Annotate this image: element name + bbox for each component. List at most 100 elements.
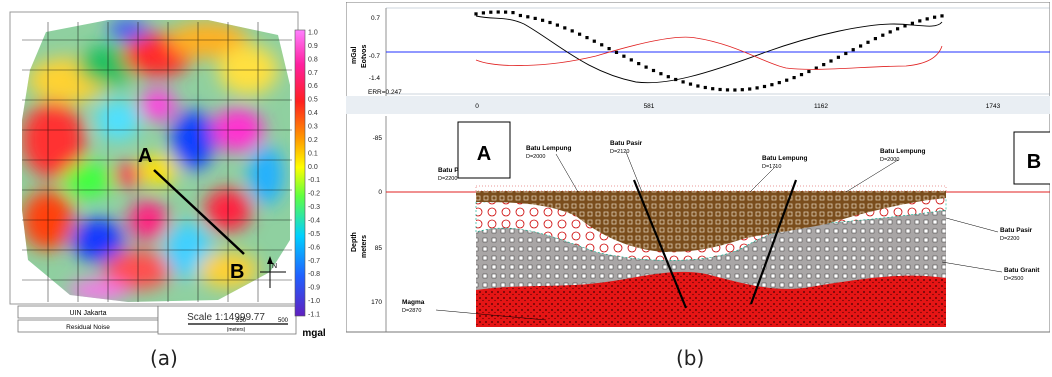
colorbar-ticks: 1.0 0.9 0.8 0.7 0.6 0.5 0.4 0.3 0.2 0.1 0.0 -0.1 -0.… <box>308 30 320 319</box>
observed-point <box>474 12 478 16</box>
profile-point-a: A <box>477 143 491 165</box>
observed-gravity-points <box>474 10 944 92</box>
density-magma: D=2870 <box>402 308 421 314</box>
observed-point <box>866 40 870 44</box>
observed-point <box>851 48 855 52</box>
caption-a: (a) <box>150 346 178 370</box>
colorbar-tick-label: 0.2 <box>308 137 318 144</box>
distance-axis-bar <box>346 96 1050 114</box>
observed-point <box>792 76 796 80</box>
colorbar-tick-label: -0.5 <box>308 231 320 238</box>
residual-anomaly-map: A B N UIN Jakarta Residual Noise Scale 1… <box>9 11 299 335</box>
observed-point <box>592 39 596 43</box>
density-sand-left: D=2200 <box>438 176 457 182</box>
depth-tick-3: 85 <box>375 245 383 252</box>
colorbar-tick-label: 0.8 <box>308 56 318 63</box>
observed-point <box>614 50 619 54</box>
distance-tick-1: 0 <box>475 103 479 110</box>
colorbar-tick-label: -0.9 <box>308 285 320 292</box>
label-granite: Batu Granit <box>1004 267 1040 274</box>
observed-point <box>918 19 922 23</box>
observed-point <box>533 16 537 20</box>
fault-line-left <box>632 179 688 309</box>
scale-bar-end: 500 <box>278 318 289 324</box>
observed-point <box>570 29 574 33</box>
observed-point <box>548 20 552 25</box>
profile-ylabel-1: mGal <box>351 46 358 64</box>
observed-point <box>836 55 840 59</box>
colorbar-tick-label: -0.3 <box>308 204 320 211</box>
layer-labels: Batu Lempung D=2000 Batu Pasir D=2120 Ba… <box>402 140 1040 314</box>
observed-point <box>600 43 604 47</box>
label-clay-2: Batu Lempung <box>762 155 808 162</box>
err-text: ERR=0.247 <box>368 89 402 96</box>
colorbar-tick-label: 0.0 <box>308 164 318 171</box>
gravity-model: mGal Eotvos 0.7 -0.7 -1.4 ERR=0.247 0 58… <box>345 1 1052 333</box>
observed-point <box>799 73 804 77</box>
colorbar-tick-label: 0.6 <box>308 83 318 90</box>
caption-b: (b) <box>676 346 705 370</box>
observed-point <box>489 10 493 14</box>
colorbar-ramp <box>294 29 306 317</box>
north-arrow-icon: N <box>260 256 286 288</box>
claystone-layer <box>476 190 946 252</box>
colorbar-tick-label: 0.9 <box>308 43 318 50</box>
observed-point <box>703 85 707 90</box>
observed-point <box>925 17 929 21</box>
observed-point <box>903 24 907 28</box>
observed-point <box>563 26 567 30</box>
error-line <box>475 36 943 70</box>
observed-point <box>696 84 700 88</box>
profile-start-box <box>457 121 511 179</box>
observed-point <box>518 13 522 18</box>
observed-point <box>666 75 670 79</box>
colorbar-tick-label: 0.4 <box>308 110 318 117</box>
scale-bar-mid: 250 <box>236 318 247 324</box>
anomaly-contour-fill <box>22 20 290 302</box>
observed-point <box>888 30 892 34</box>
panel-b: mGal Eotvos 0.7 -0.7 -1.4 ERR=0.247 0 58… <box>345 1 1052 337</box>
label-sand-left: Batu P <box>438 167 459 174</box>
density-clay-2: D=1710 <box>762 164 781 170</box>
colorbar: 1.0 0.9 0.8 0.7 0.6 0.5 0.4 0.3 0.2 0.1 0.0 -0.1 -0.… <box>292 22 342 342</box>
observed-point <box>910 21 914 25</box>
profile-plot: mGal Eotvos 0.7 -0.7 -1.4 ERR=0.247 <box>351 7 1050 96</box>
observed-point <box>718 87 722 92</box>
map-grid <box>22 22 292 302</box>
observed-point <box>541 18 545 22</box>
observed-point <box>659 72 663 76</box>
label-sand-1: Batu Pasir <box>610 140 643 147</box>
observed-point <box>844 51 848 56</box>
observed-point <box>859 44 863 48</box>
distance-tick-4: 1743 <box>986 103 1001 110</box>
observed-point <box>496 10 500 14</box>
depth-tick-4: 170 <box>371 299 382 306</box>
observed-point <box>896 27 900 31</box>
map-point-b: B <box>230 261 244 283</box>
colorbar-tick-label: -0.2 <box>308 191 320 198</box>
colorbar-unit: mgal <box>302 328 326 339</box>
legend-map-title: Residual Noise <box>66 324 110 331</box>
observed-point <box>629 58 633 62</box>
observed-point <box>822 63 826 67</box>
profile-ytick-1: 0.7 <box>371 15 380 22</box>
profile-end-box <box>1013 131 1052 185</box>
observed-point <box>807 69 811 74</box>
depth-tick-1: -85 <box>373 135 383 142</box>
depth-ylabel-2: meters <box>361 235 368 258</box>
observed-point <box>504 10 508 14</box>
profile-ytick-3: -1.4 <box>369 75 381 82</box>
colorbar-tick-label: -0.1 <box>308 177 320 184</box>
observed-point <box>873 37 877 41</box>
observed-point <box>777 81 781 85</box>
label-clay-3: Batu Lempung <box>880 148 926 155</box>
profile-ytick-2: -0.7 <box>369 53 381 60</box>
label-sand-2: Batu Pasir <box>1000 227 1033 234</box>
observed-point <box>555 23 559 27</box>
colorbar-tick-label: -0.6 <box>308 244 320 251</box>
observed-point <box>585 36 589 40</box>
colorbar-tick-label: 0.1 <box>308 150 318 157</box>
colorbar-tick-label: -0.4 <box>308 218 320 225</box>
density-clay-1: D=2000 <box>526 154 545 160</box>
north-label: N <box>272 263 277 270</box>
